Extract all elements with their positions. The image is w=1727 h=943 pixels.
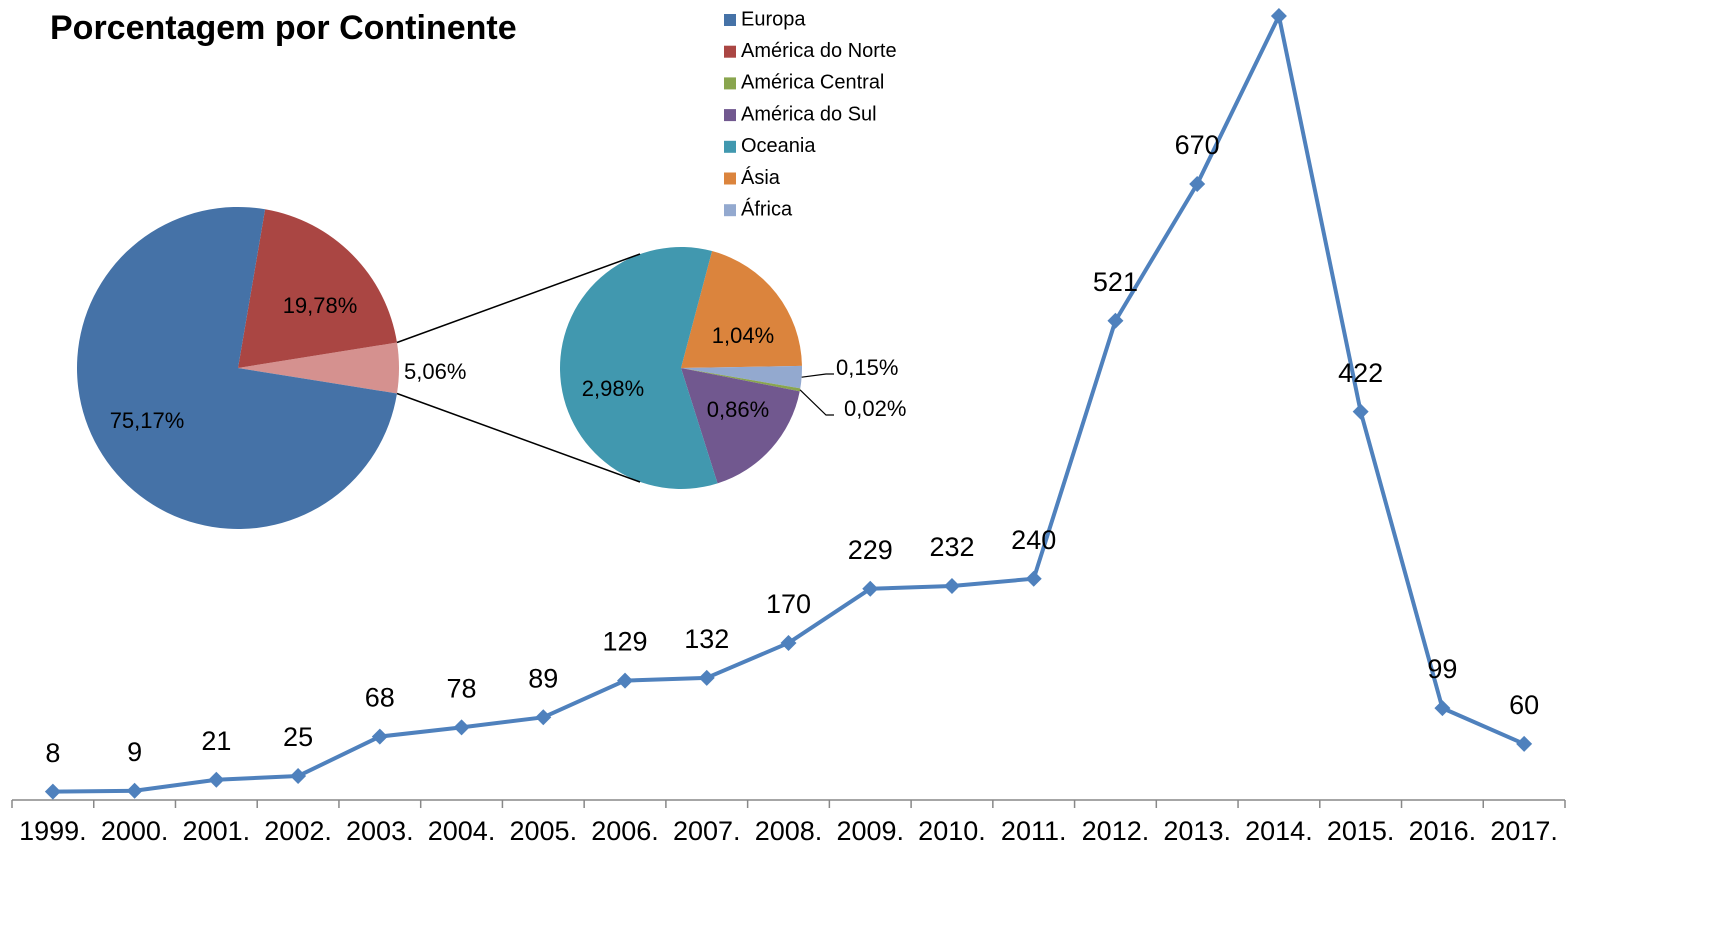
- data-label: 21: [201, 726, 231, 756]
- marker: [535, 709, 552, 726]
- legend-swatch: [724, 77, 736, 90]
- legend-label: Ásia: [741, 166, 781, 189]
- x-tick-label: 2014.: [1245, 816, 1313, 846]
- pie-slice: [559, 247, 718, 489]
- data-label: 240: [1011, 525, 1056, 555]
- legend-label: Europa: [741, 8, 806, 30]
- pie-slice: [681, 251, 802, 368]
- x-tick-label: 2000.: [101, 816, 169, 846]
- connector: [396, 253, 641, 344]
- chart-title: Porcentagem por Continente: [50, 9, 517, 47]
- data-label: 0,86%: [707, 397, 769, 422]
- data-label: 229: [848, 535, 893, 565]
- x-tick-label: 2005.: [510, 816, 578, 846]
- legend-swatch: [724, 172, 736, 185]
- pie-slice: [681, 368, 800, 484]
- data-label: 422: [1338, 358, 1383, 388]
- data-label: 0,15%: [836, 355, 898, 380]
- legend-label: América do Norte: [741, 40, 897, 62]
- data-label: 60: [1509, 690, 1539, 720]
- x-tick-label: 2002.: [264, 816, 332, 846]
- x-tick-label: 2003.: [346, 816, 414, 846]
- marker: [943, 578, 960, 595]
- data-label: 9: [127, 737, 142, 767]
- legend-label: África: [741, 197, 793, 220]
- marker: [1270, 8, 1287, 24]
- marker: [862, 580, 879, 597]
- x-tick-label: 2012.: [1082, 816, 1150, 846]
- data-label: 5,06%: [404, 359, 466, 384]
- marker: [1352, 403, 1369, 420]
- data-label: 1,04%: [712, 323, 774, 348]
- data-label: 89: [528, 663, 558, 693]
- marker: [617, 672, 634, 689]
- data-label: 670: [1175, 130, 1220, 160]
- data-label: 8: [45, 738, 60, 768]
- x-tick-label: 2009.: [836, 816, 904, 846]
- marker: [290, 768, 307, 785]
- data-label: 129: [602, 627, 647, 657]
- data-label: 2,98%: [582, 376, 644, 401]
- marker: [1434, 700, 1451, 717]
- connector: [396, 392, 641, 483]
- data-label: 19,78%: [283, 293, 358, 318]
- legend-swatch: [724, 140, 736, 153]
- x-tick-label: 2008.: [755, 816, 823, 846]
- data-label: 25: [283, 722, 313, 752]
- x-tick-label: 2001.: [183, 816, 251, 846]
- data-label: 78: [447, 674, 477, 704]
- x-tick-label: 2015.: [1327, 816, 1395, 846]
- data-label: 99: [1427, 654, 1457, 684]
- x-tick-label: 2004.: [428, 816, 496, 846]
- pie-slice: [238, 209, 397, 368]
- legend-swatch: [724, 204, 736, 217]
- marker: [698, 669, 715, 686]
- marker: [780, 634, 797, 651]
- legend-label: Oceania: [741, 135, 816, 157]
- x-tick-label: 2007.: [673, 816, 741, 846]
- marker: [453, 719, 470, 736]
- x-tick-label: 2011.: [1001, 816, 1067, 846]
- leader-line: [801, 373, 834, 378]
- legend-label: América Central: [741, 72, 884, 94]
- marker: [208, 771, 225, 788]
- marker: [44, 783, 61, 800]
- x-tick-label: 2016.: [1409, 816, 1477, 846]
- x-tick-label: 2017.: [1490, 816, 1558, 846]
- x-tick-label: 2013.: [1163, 816, 1231, 846]
- legend-label: América do Sul: [741, 103, 877, 125]
- data-label: 521: [1093, 267, 1138, 297]
- data-label: 0,02%: [844, 396, 906, 421]
- marker: [1025, 570, 1042, 587]
- marker: [1516, 735, 1533, 752]
- x-tick-label: 2006.: [591, 816, 659, 846]
- pie-slice: [77, 207, 397, 529]
- leader-line: [799, 389, 834, 416]
- legend-swatch: [724, 45, 736, 58]
- data-label: 75,17%: [110, 408, 185, 433]
- legend-swatch: [724, 14, 736, 26]
- marker: [371, 728, 388, 745]
- pie-slice: [681, 368, 801, 392]
- marker: [126, 782, 143, 799]
- x-tick-label: 1999.: [19, 816, 87, 846]
- pie-slice: [238, 342, 399, 394]
- pie-slice: [681, 365, 802, 389]
- marker: [1107, 312, 1124, 329]
- data-label: 68: [365, 683, 395, 713]
- data-label: 170: [766, 589, 811, 619]
- data-label: 232: [929, 532, 974, 562]
- legend-swatch: [724, 109, 736, 122]
- marker: [1189, 175, 1206, 192]
- x-tick-label: 2010.: [918, 816, 986, 846]
- data-label: 132: [684, 624, 729, 654]
